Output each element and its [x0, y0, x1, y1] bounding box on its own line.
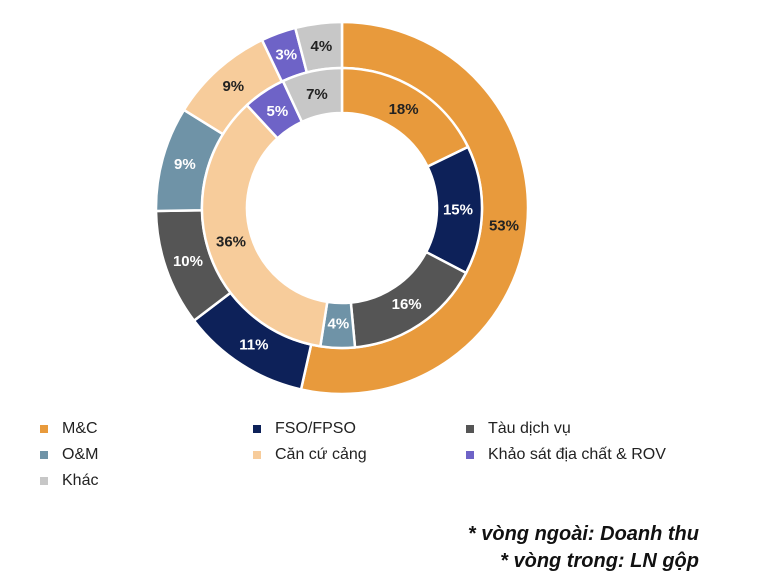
- chart-legend: M&C FSO/FPSO Tàu dịch vụ O&M Căn cứ cảng…: [40, 420, 740, 489]
- donut-chart: 53% 11% 10% 9% 9% 3% 4% 18% 15% 16% 4% 36% 5% 7%: [154, 20, 530, 396]
- inner-ring-data-label: 16%: [392, 296, 422, 313]
- legend-swatch: [466, 450, 474, 459]
- outer-ring-data-label: 53%: [489, 218, 519, 235]
- legend-label: Căn cứ cảng: [275, 445, 367, 463]
- legend-label: Khảo sát địa chất & ROV: [488, 445, 666, 463]
- chart-notes: * vòng ngoài: Doanh thu * vòng trong: LN…: [468, 521, 699, 575]
- inner-ring-data-label: 15%: [443, 201, 473, 218]
- legend-swatch: [466, 424, 474, 433]
- outer-ring-data-label: 11%: [239, 337, 268, 354]
- legend-label: Tàu dịch vụ: [488, 419, 571, 437]
- legend-item-khao-sat: Khảo sát địa chất & ROV: [466, 446, 726, 463]
- legend-label: O&M: [62, 445, 99, 463]
- legend-swatch: [253, 450, 261, 459]
- outer-ring-data-label: 9%: [222, 78, 244, 95]
- inner-ring-slice: [281, 66, 344, 124]
- legend-item-tau-dich-vu: Tàu dịch vụ: [466, 420, 726, 437]
- outer-ring-data-label: 10%: [173, 253, 203, 270]
- legend-item-om: O&M: [40, 446, 253, 463]
- inner-ring-data-label: 4%: [328, 315, 350, 332]
- inner-ring-data-label: 7%: [306, 86, 328, 103]
- legend-item-fso-fpso: FSO/FPSO: [253, 420, 466, 437]
- legend-swatch: [40, 424, 48, 433]
- legend-label: FSO/FPSO: [275, 419, 356, 437]
- inner-ring-slice: [200, 103, 329, 348]
- legend-item-mc: M&C: [40, 420, 253, 437]
- legend-swatch: [253, 424, 261, 433]
- inner-ring-data-label: 18%: [389, 101, 419, 118]
- note-outer-ring: * vòng ngoài: Doanh thu: [467, 523, 699, 545]
- legend-item-can-cu-cang: Căn cứ cảng: [253, 446, 466, 463]
- outer-ring-data-label: 9%: [174, 156, 196, 173]
- inner-ring-data-label: 5%: [267, 103, 289, 120]
- legend-swatch: [40, 450, 48, 459]
- legend-swatch: [40, 476, 48, 485]
- outer-ring-data-label: 3%: [275, 46, 297, 63]
- legend-label: M&C: [62, 419, 98, 437]
- inner-ring-data-label: 36%: [216, 233, 246, 250]
- note-inner-ring: * vòng trong: LN gộp: [500, 550, 699, 572]
- legend-label: Khác: [62, 471, 99, 489]
- legend-item-khac: Khác: [40, 472, 253, 489]
- outer-ring-data-label: 4%: [311, 38, 333, 55]
